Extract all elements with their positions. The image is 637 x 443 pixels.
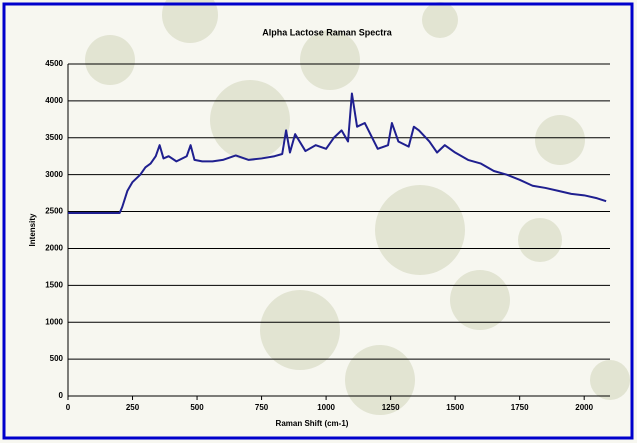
y-tick-label: 3000 [45, 170, 63, 179]
y-tick-label: 4000 [45, 96, 63, 105]
x-tick-label: 250 [126, 403, 140, 412]
y-tick-label: 2000 [45, 244, 63, 253]
y-tick-label: 2500 [45, 207, 63, 216]
x-tick-label: 1750 [511, 403, 529, 412]
x-tick-label: 1000 [317, 403, 335, 412]
x-tick-label: 0 [66, 403, 71, 412]
x-tick-label: 500 [190, 403, 204, 412]
y-tick-label: 1500 [45, 280, 63, 289]
x-axis-label: Raman Shift (cm-1) [276, 419, 349, 428]
x-tick-label: 1250 [382, 403, 400, 412]
chart-title: Alpha Lactose Raman Spectra [262, 27, 393, 37]
x-tick-label: 750 [255, 403, 269, 412]
line-series [68, 92, 607, 215]
y-tick-label: 0 [59, 391, 64, 400]
y-tick-label: 3500 [45, 133, 63, 142]
x-tick-label: 2000 [575, 403, 593, 412]
y-tick-label: 4500 [45, 59, 63, 68]
y-tick-label: 1000 [45, 317, 63, 326]
y-tick-label: 500 [50, 354, 64, 363]
y-axis-label: Intensity [28, 213, 37, 246]
x-tick-label: 1500 [446, 403, 464, 412]
